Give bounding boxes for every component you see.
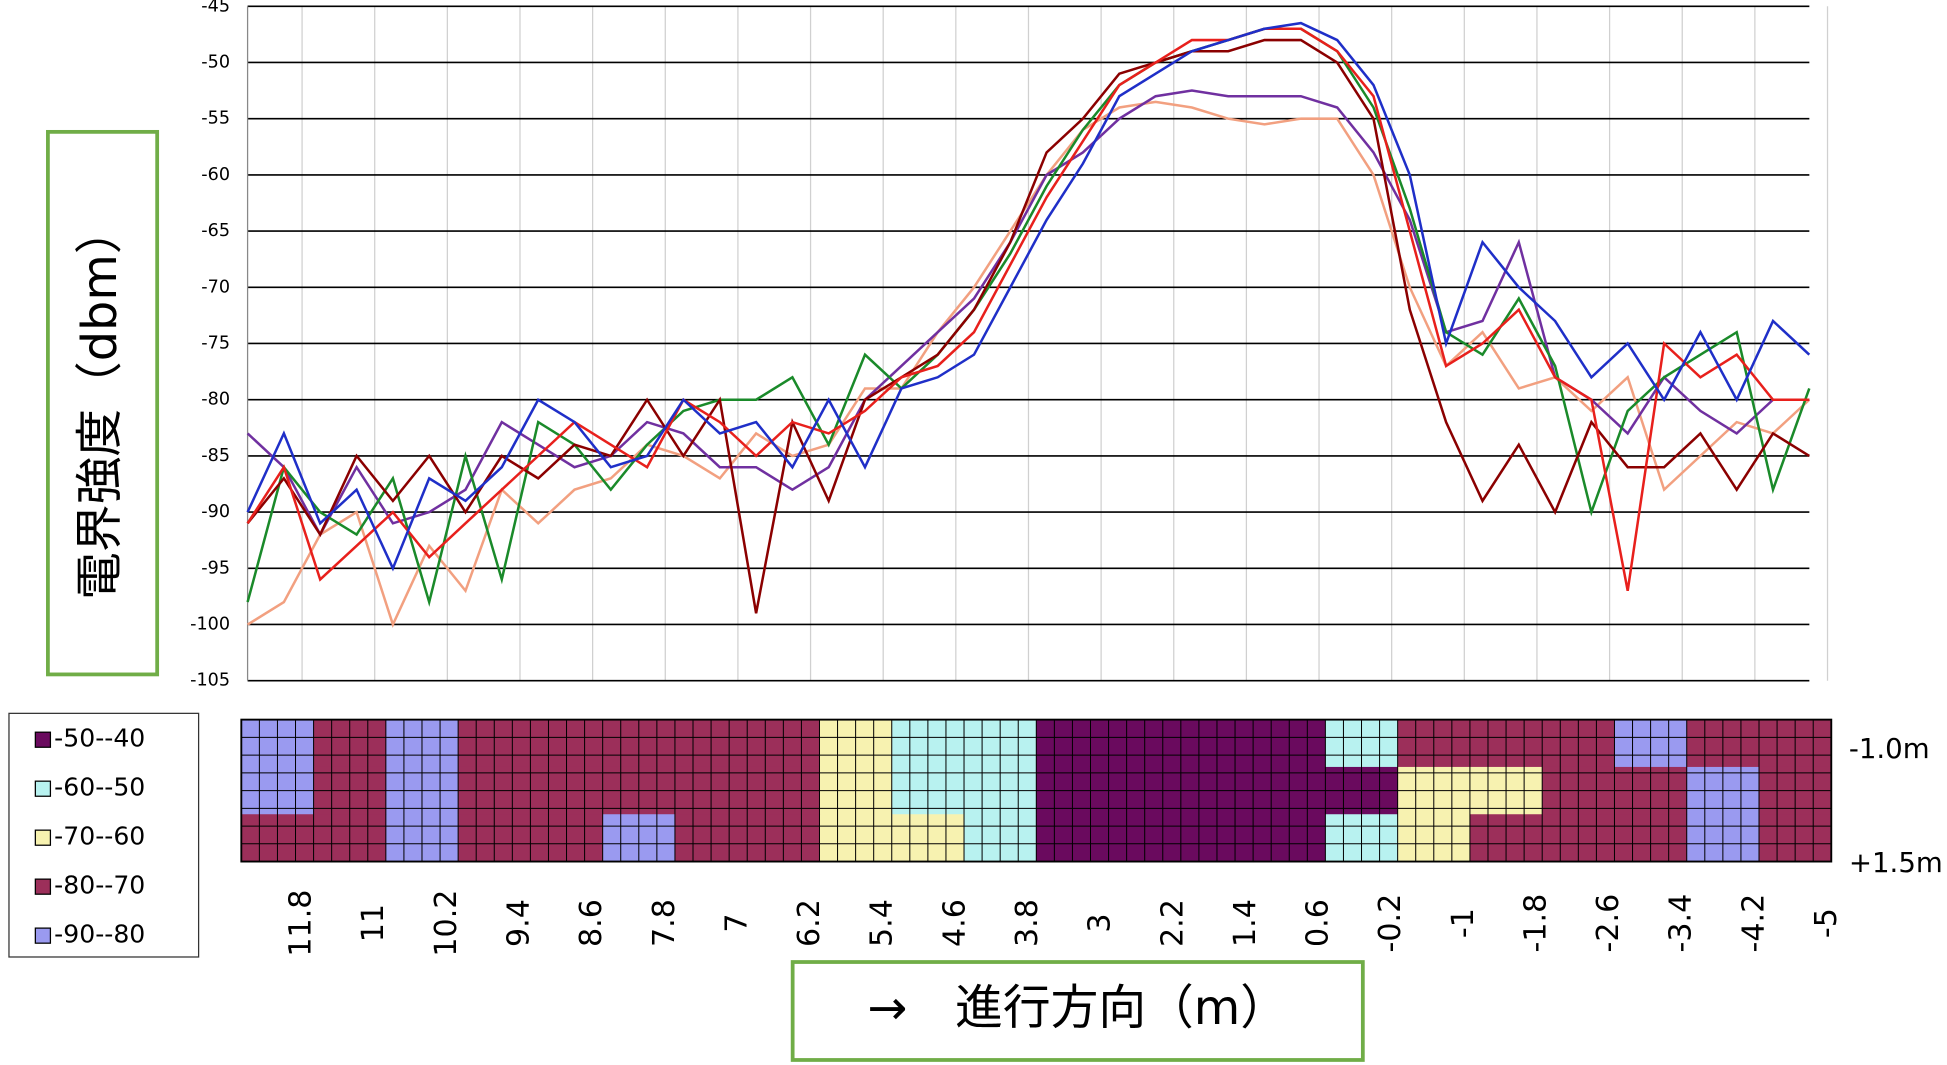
y-tick-label: -70: [201, 277, 230, 297]
x-tick-label: 10.2: [429, 890, 464, 957]
series-line: [246, 27, 1811, 607]
x-tick-label: -0.2: [1373, 894, 1408, 953]
x-tick-label: 6.2: [792, 899, 827, 947]
x-tick-label: 3: [1083, 913, 1118, 932]
legend-label: -60--50: [54, 773, 145, 802]
x-axis-title: → 進行方向（m）: [867, 981, 1288, 1036]
x-tick-label: 5.4: [865, 899, 900, 947]
y-tick-label: -80: [201, 390, 230, 410]
x-tick-label: 9.4: [501, 899, 536, 947]
series-line: [246, 100, 1811, 629]
x-tick-label: 2.2: [1155, 899, 1190, 947]
series-line: [246, 21, 1811, 572]
x-tick-label: 11.8: [284, 890, 319, 957]
x-tick-label: 7: [719, 913, 754, 932]
x-tick-label: -5: [1809, 908, 1844, 938]
y-tick-label: -45: [201, 0, 230, 16]
x-tick-label: -3.4: [1664, 894, 1699, 953]
y-tick-label: -85: [201, 446, 230, 466]
y-tick-label: -90: [201, 502, 230, 522]
x-tick-label: 1.4: [1228, 899, 1263, 947]
legend-swatch: [34, 829, 52, 846]
y-tick-label: -100: [190, 614, 230, 634]
x-tick-label: 7.8: [647, 899, 682, 947]
legend-label: -50--40: [54, 724, 145, 753]
y-tick-label: -60: [201, 165, 230, 185]
row-label: +1.5m: [1849, 846, 1943, 879]
legend-label: -90--80: [54, 920, 145, 949]
x-tick-label: -2.6: [1591, 894, 1626, 953]
legend-swatch: [34, 878, 52, 895]
x-tick-label: 3.8: [1010, 899, 1045, 947]
x-tick-label: -4.2: [1736, 894, 1771, 953]
legend-swatch: [34, 780, 52, 797]
y-tick-label: -75: [201, 333, 230, 353]
y-tick-label: -65: [201, 221, 230, 241]
legend-label: -80--70: [54, 871, 145, 900]
row-label: -1.0m: [1849, 732, 1930, 765]
y-title-box: [46, 129, 160, 677]
x-tick-label: -1.8: [1518, 894, 1553, 953]
series-line: [246, 38, 1810, 614]
y-tick-label: -95: [201, 558, 230, 578]
legend-swatch: [34, 731, 52, 748]
x-tick-label: 11: [356, 904, 391, 942]
series-line: [246, 27, 1810, 592]
y-tick-label: -55: [201, 109, 230, 129]
x-tick-label: 0.6: [1301, 899, 1336, 947]
heat-border: [240, 718, 1833, 863]
legend-label: -70--60: [54, 822, 145, 851]
x-tick-label: -1: [1446, 908, 1481, 938]
y-tick-label: -105: [190, 671, 230, 691]
y-axis-title: 電界強度（dbm）: [73, 206, 128, 599]
legend-swatch: [34, 927, 52, 944]
x-tick-label: 4.6: [937, 899, 972, 947]
x-tick-label: 8.6: [574, 899, 609, 947]
x-title-box: [790, 960, 1365, 1062]
y-tick-label: -50: [201, 52, 230, 72]
